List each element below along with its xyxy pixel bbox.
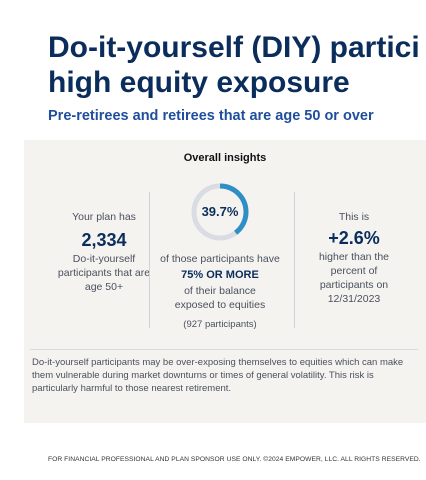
change-intro: This is	[338, 211, 370, 223]
percent-ring-fill	[191, 183, 249, 241]
page-title: Do-it-yourself (DIY) partici high equity…	[48, 30, 426, 100]
change-value: +2.6%	[328, 228, 380, 248]
insights-panel: Overall insights Your plan has 2,334 Do-…	[24, 140, 426, 423]
plan-count-intro: Your plan has	[72, 211, 136, 223]
insights-heading: Overall insights	[183, 152, 267, 164]
equity-line-3: exposed to equities	[174, 299, 266, 311]
risk-note: Do-it-yourself participants may be over-…	[32, 357, 404, 394]
plan-count-desc-3: age 50+	[84, 281, 124, 293]
change-column: This is +2.6% higher than the percent of…	[304, 210, 404, 306]
change-line-3: participants on	[319, 279, 389, 291]
change-line-2: percent of	[330, 265, 378, 277]
column-divider-left	[149, 192, 150, 328]
plan-count-desc-1: Do-it-yourself	[72, 253, 136, 265]
equity-emphasis: 75% OR MORE	[181, 269, 259, 281]
page-subtitle: Pre-retirees and retirees that are age 5…	[48, 108, 374, 124]
equity-line-2: of their balance	[184, 285, 256, 297]
page-title-line-2: high equity exposure	[48, 66, 350, 99]
plan-count-desc-2: participants that are	[57, 267, 151, 279]
equity-exposure-column: of those participants have 75% OR MORE o…	[155, 252, 285, 332]
plan-count-column: Your plan has 2,334 Do-it-yourself parti…	[44, 210, 164, 294]
change-line-4: 12/31/2023	[327, 293, 381, 305]
page-title-line-1: Do-it-yourself (DIY) partici	[48, 31, 420, 64]
percent-ring-chart	[191, 183, 249, 241]
change-line-1: higher than the	[318, 251, 390, 263]
column-divider-right	[294, 192, 295, 328]
plan-count-value: 2,334	[81, 230, 127, 250]
equity-line-1: of those participants have	[160, 253, 280, 265]
legal-footer: FOR FINANCIAL PROFESSIONAL AND PLAN SPON…	[48, 456, 421, 463]
percent-ring-label: 39.7%	[201, 204, 239, 219]
equity-participant-count: (927 participants)	[183, 319, 257, 330]
panel-separator	[30, 349, 418, 350]
